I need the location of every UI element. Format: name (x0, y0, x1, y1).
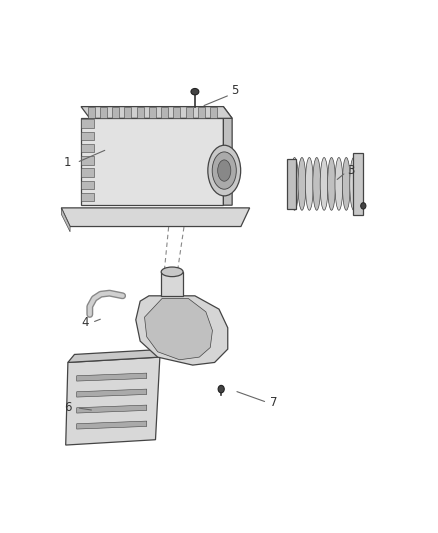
Polygon shape (77, 421, 147, 429)
Ellipse shape (328, 157, 336, 211)
Polygon shape (223, 107, 232, 205)
Text: 5: 5 (231, 84, 238, 97)
Polygon shape (186, 107, 193, 118)
Polygon shape (112, 107, 119, 118)
Polygon shape (77, 405, 147, 413)
Ellipse shape (218, 385, 224, 393)
Polygon shape (198, 107, 205, 118)
Polygon shape (81, 118, 223, 205)
Polygon shape (81, 132, 94, 140)
Ellipse shape (208, 145, 241, 196)
Polygon shape (81, 181, 94, 189)
Polygon shape (145, 298, 212, 360)
Polygon shape (286, 159, 296, 209)
Ellipse shape (212, 152, 237, 189)
Polygon shape (61, 208, 70, 232)
Polygon shape (68, 349, 166, 362)
Ellipse shape (305, 157, 313, 211)
Ellipse shape (291, 157, 299, 211)
Ellipse shape (350, 157, 357, 211)
Text: 3: 3 (347, 164, 354, 177)
Polygon shape (81, 156, 94, 165)
Ellipse shape (313, 157, 321, 211)
Text: 6: 6 (64, 401, 72, 414)
Polygon shape (100, 107, 107, 118)
Ellipse shape (335, 157, 343, 211)
Polygon shape (81, 193, 94, 201)
Polygon shape (124, 107, 131, 118)
Polygon shape (136, 296, 228, 365)
Polygon shape (77, 373, 147, 381)
Polygon shape (149, 107, 156, 118)
Polygon shape (66, 357, 160, 445)
Polygon shape (161, 272, 183, 296)
Ellipse shape (161, 267, 183, 277)
Polygon shape (81, 119, 94, 128)
Polygon shape (61, 208, 250, 227)
Polygon shape (137, 107, 144, 118)
Text: 4: 4 (81, 316, 89, 329)
Ellipse shape (343, 157, 350, 211)
Ellipse shape (218, 160, 231, 181)
Polygon shape (81, 168, 94, 177)
Text: 7: 7 (270, 396, 278, 409)
Polygon shape (353, 153, 364, 215)
Polygon shape (81, 107, 232, 118)
Text: 1: 1 (64, 156, 72, 169)
Polygon shape (161, 107, 168, 118)
Polygon shape (88, 107, 95, 118)
Polygon shape (173, 107, 180, 118)
Ellipse shape (298, 157, 306, 211)
Polygon shape (81, 144, 94, 152)
Polygon shape (77, 389, 147, 397)
Ellipse shape (361, 203, 366, 209)
Polygon shape (210, 107, 217, 118)
Ellipse shape (191, 88, 199, 95)
Ellipse shape (320, 157, 328, 211)
